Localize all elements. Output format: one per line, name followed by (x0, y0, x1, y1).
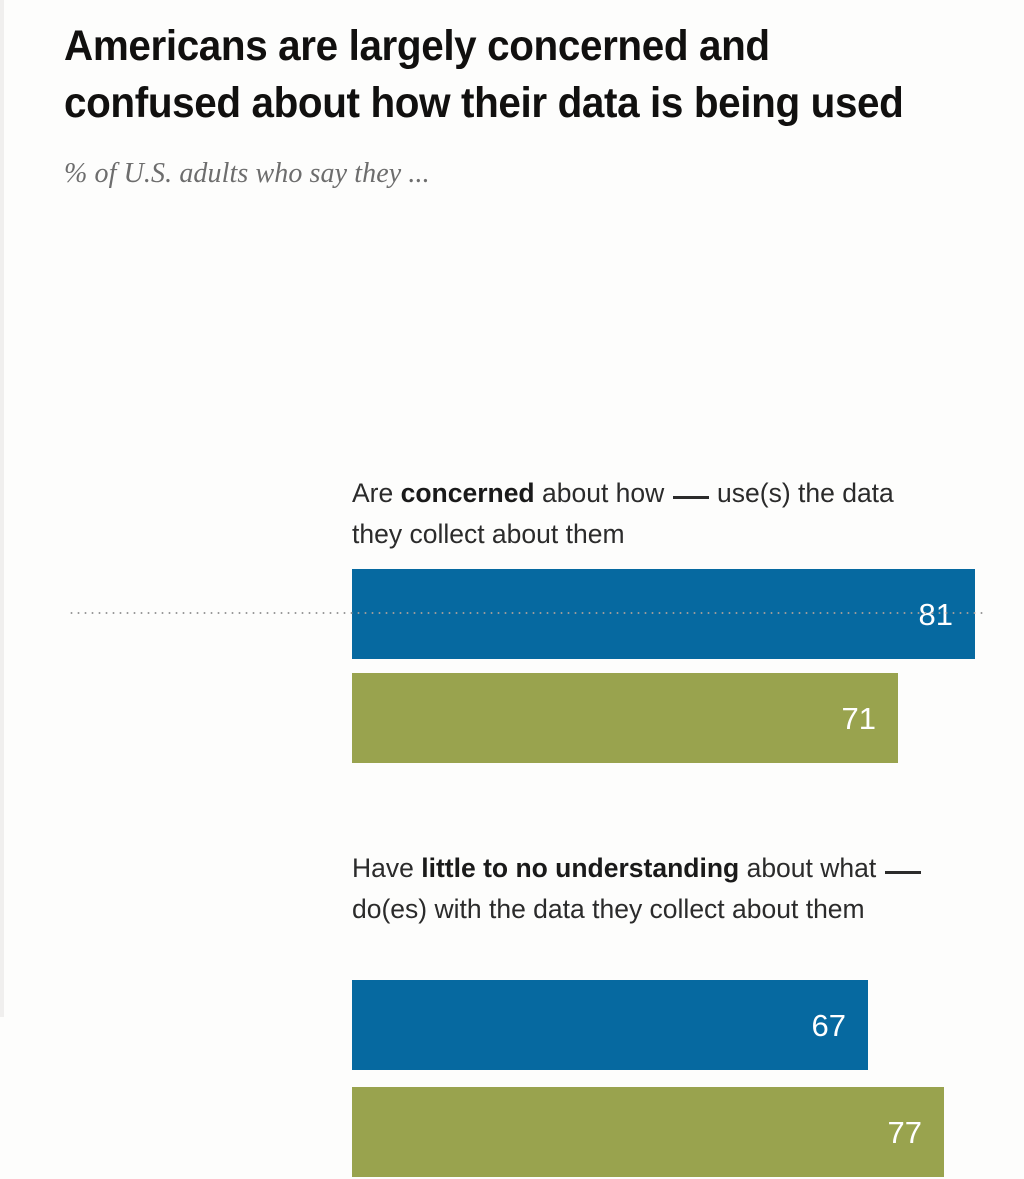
section-question-2: Have little to no understanding about wh… (352, 848, 952, 929)
bar-companies: 81 (352, 569, 975, 660)
section-divider (68, 612, 986, 614)
question-suffix-1: use(s) the data they collect about them (352, 478, 894, 549)
question-prefix-2: Have (352, 853, 422, 884)
chart-subtitle: % of U.S. adults who say they ... (64, 158, 430, 190)
bar-value-government: 77 (887, 1115, 922, 1151)
bar-value-companies: 67 (811, 1008, 846, 1044)
bar-government: 71 (352, 673, 898, 764)
bar-companies: 67 (352, 980, 868, 1071)
question-suffix-2: do(es) with the data they collect about … (352, 893, 865, 924)
section-question-1: Are concerned about how use(s) the data … (352, 473, 932, 554)
bar-government: 77 (352, 1087, 944, 1178)
question-mid-1: about how (534, 478, 672, 509)
question-emphasis-1: concerned (400, 478, 535, 509)
question-emphasis-2: little to no understanding (421, 853, 740, 884)
chart-header: Americans are largely concerned and conf… (4, 0, 1024, 190)
bar-value-government: 71 (841, 701, 876, 737)
question-mid-2: about what (739, 853, 884, 884)
page-title: Americans are largely concerned and conf… (64, 22, 904, 128)
bar-value-companies: 81 (918, 597, 953, 633)
question-prefix-1: Are (352, 478, 401, 509)
